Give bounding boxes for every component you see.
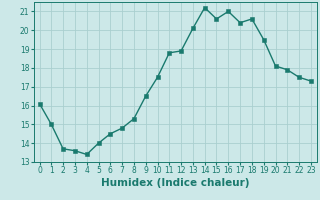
- X-axis label: Humidex (Indice chaleur): Humidex (Indice chaleur): [101, 178, 250, 188]
